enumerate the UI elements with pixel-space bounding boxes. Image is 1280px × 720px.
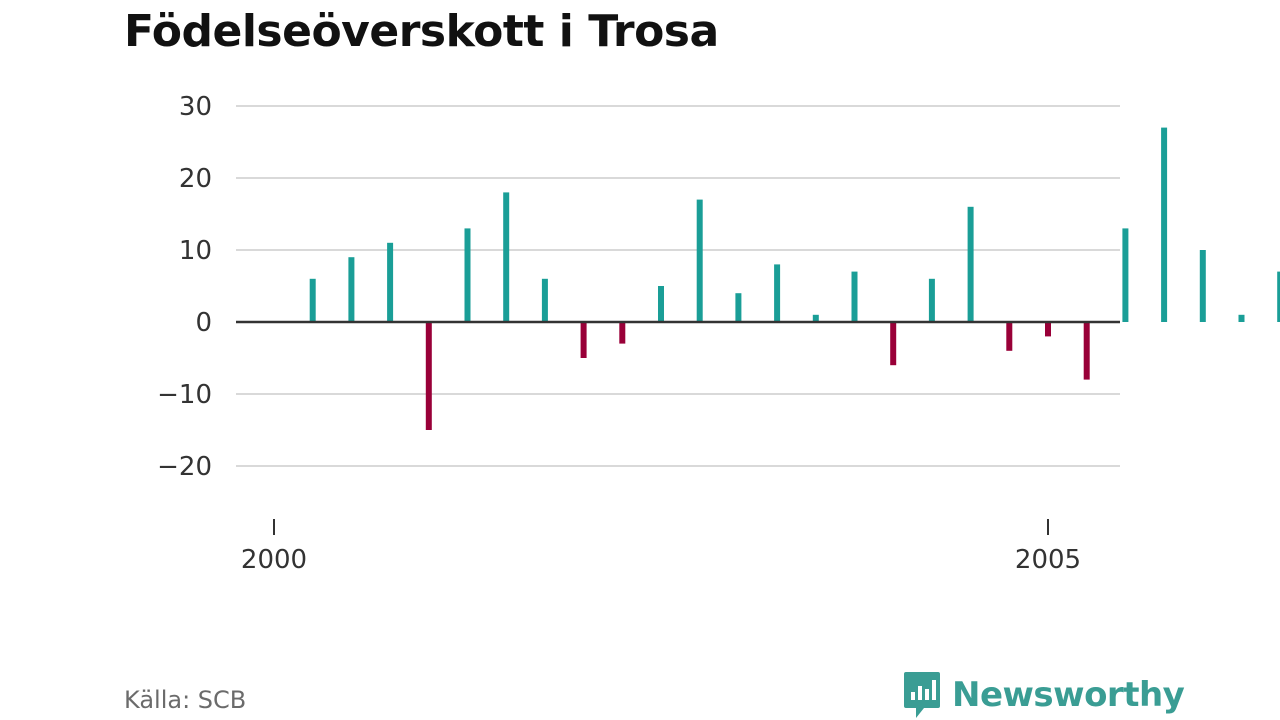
gridlines xyxy=(236,105,1120,467)
y-tick-label: 20 xyxy=(179,164,212,194)
x-axis xyxy=(236,320,1120,535)
bar-positive xyxy=(696,199,703,322)
newsworthy-logo-text: Newsworthy xyxy=(952,675,1185,715)
y-tick-label: 30 xyxy=(179,92,212,122)
bar-positive xyxy=(658,286,664,322)
y-tick-label: −10 xyxy=(157,380,212,410)
bar-positive xyxy=(1122,228,1129,322)
bar-positive xyxy=(1238,314,1245,322)
bar-positive xyxy=(309,278,316,322)
chart-title: Födelseöverskott i Trosa xyxy=(124,6,719,57)
source-note: Källa: SCB xyxy=(124,686,247,714)
bar-positive xyxy=(348,257,355,322)
bar-positive xyxy=(1199,250,1206,322)
bar-positive xyxy=(735,293,742,322)
bar-positive xyxy=(928,278,935,322)
newsworthy-logo[interactable]: Newsworthy xyxy=(902,670,1185,720)
bar-negative xyxy=(890,322,897,366)
x-tick-label: 2005 xyxy=(1015,545,1081,575)
bar-negative xyxy=(580,322,587,358)
y-tick-label: 0 xyxy=(195,308,212,338)
y-tick-label: 10 xyxy=(179,236,212,266)
bar-positive xyxy=(387,242,394,322)
bar-negative xyxy=(1006,322,1013,351)
bar-positive xyxy=(812,314,819,322)
bar-positive xyxy=(967,206,974,322)
bars xyxy=(309,127,1280,430)
newsworthy-logo-icon xyxy=(904,672,940,718)
bar-positive xyxy=(503,192,510,322)
bar-positive xyxy=(1161,127,1168,322)
bar-negative xyxy=(425,322,432,430)
bar-negative xyxy=(1045,322,1051,337)
bar-positive xyxy=(464,228,471,322)
bar-positive xyxy=(851,271,858,322)
x-tick-label: 2000 xyxy=(241,545,307,575)
bar-positive xyxy=(1277,271,1280,322)
bar-negative xyxy=(1083,322,1090,380)
y-tick-label: −20 xyxy=(157,452,212,482)
bar-positive xyxy=(774,264,781,322)
bar-negative xyxy=(619,322,626,344)
bar-positive xyxy=(541,278,548,322)
